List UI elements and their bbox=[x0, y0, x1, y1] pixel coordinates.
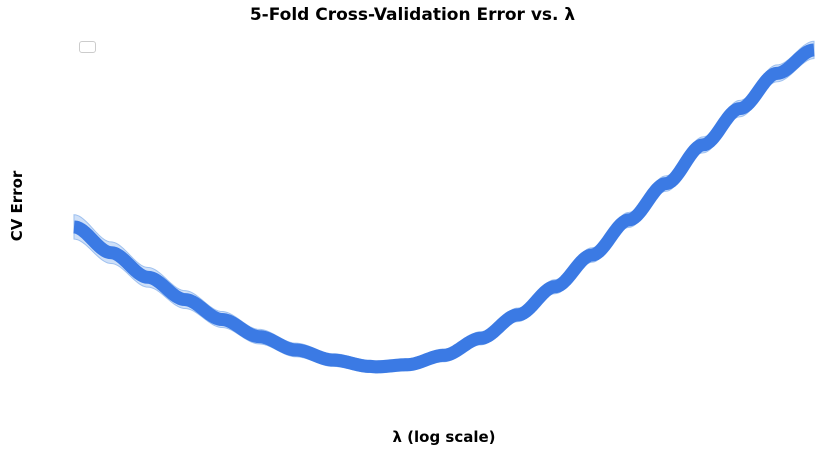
chart-legend bbox=[79, 41, 96, 53]
se-band bbox=[73, 40, 815, 374]
page-title: 5-Fold Cross-Validation Error vs. λ bbox=[249, 5, 576, 25]
y-axis-label: CV Error bbox=[8, 170, 26, 242]
cv-error-mean-curve bbox=[69, 43, 819, 374]
x-axis-label: λ (log scale) bbox=[392, 428, 496, 446]
curve-layer bbox=[69, 40, 819, 374]
